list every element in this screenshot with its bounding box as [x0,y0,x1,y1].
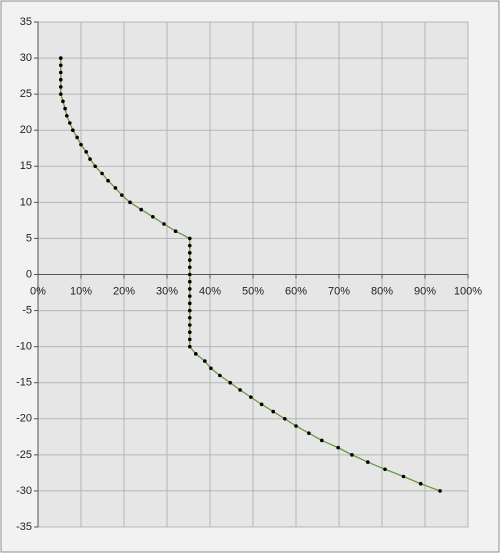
data-point [173,229,178,234]
data-point [58,85,63,89]
data-point [209,366,213,371]
data-point [238,388,242,392]
data-point [383,467,387,472]
x-tick-label: 80% [371,285,393,297]
y-tick-label: -10 [16,341,32,353]
data-point [58,70,63,75]
data-point [79,142,83,147]
data-point [61,99,65,104]
data-point [336,445,340,450]
y-tick-label: -25 [16,449,32,461]
data-point [366,460,370,464]
data-point [187,344,192,349]
data-point [84,150,88,154]
data-point [187,323,192,327]
data-point [350,453,354,457]
data-point [418,481,423,486]
x-tick-label: 90% [414,285,436,297]
x-tick-label: 10% [70,285,92,297]
data-point [228,380,233,385]
data-point [187,287,192,291]
data-point [88,157,92,161]
data-point [187,330,192,335]
y-tick-label: -5 [22,304,32,316]
y-tick-label: -30 [16,485,32,497]
data-point [320,438,324,443]
y-tick-label: 5 [26,232,32,244]
y-tick-label: 30 [20,52,32,64]
data-point [128,200,132,205]
data-point [187,301,192,306]
data-point [187,251,192,255]
y-tick-label: 25 [20,88,32,100]
y-tick-label: -35 [16,521,32,533]
data-point [187,279,192,284]
data-point [187,315,192,320]
data-point [71,128,75,133]
x-tick-label: 20% [113,285,135,297]
data-point [187,258,192,262]
x-tick-label: 70% [328,285,350,297]
data-point [187,243,192,248]
y-tick-label: -15 [16,377,32,389]
y-tick-label: -20 [16,413,32,425]
data-point [120,193,124,197]
data-point [401,474,406,479]
data-point [100,171,104,176]
x-tick-label: 100% [454,285,482,297]
data-point [187,236,192,241]
data-point [151,214,155,219]
data-point [75,135,79,140]
y-tick-label: 0 [26,268,32,280]
data-point [58,63,63,68]
data-point [58,77,63,82]
data-point [65,113,69,118]
data-point [187,337,192,342]
data-point [93,164,97,169]
data-point [58,92,63,96]
data-point [187,272,192,277]
data-point [113,186,118,190]
data-point [283,416,287,421]
y-tick-label: 10 [20,196,32,208]
data-point [187,294,192,298]
x-tick-label: 40% [199,285,221,297]
y-tick-label: 15 [20,160,32,172]
data-point [259,402,264,407]
data-point [307,431,311,436]
y-tick-label: 20 [20,124,32,136]
data-point [187,308,192,313]
data-point [218,373,222,378]
data-point [106,178,110,183]
data-point [249,395,253,399]
data-point [162,222,166,226]
data-point [194,352,198,356]
data-point [271,409,276,414]
x-tick-label: 50% [242,285,264,297]
data-point [203,359,207,363]
data-point [438,489,442,493]
x-tick-label: 30% [156,285,178,297]
x-tick-label: 60% [285,285,307,297]
data-point [187,265,192,270]
data-point [63,106,67,111]
data-point [58,56,63,60]
y-tick-label: 35 [20,16,32,28]
data-point [68,121,72,125]
data-point [139,207,143,212]
data-point [294,424,298,428]
